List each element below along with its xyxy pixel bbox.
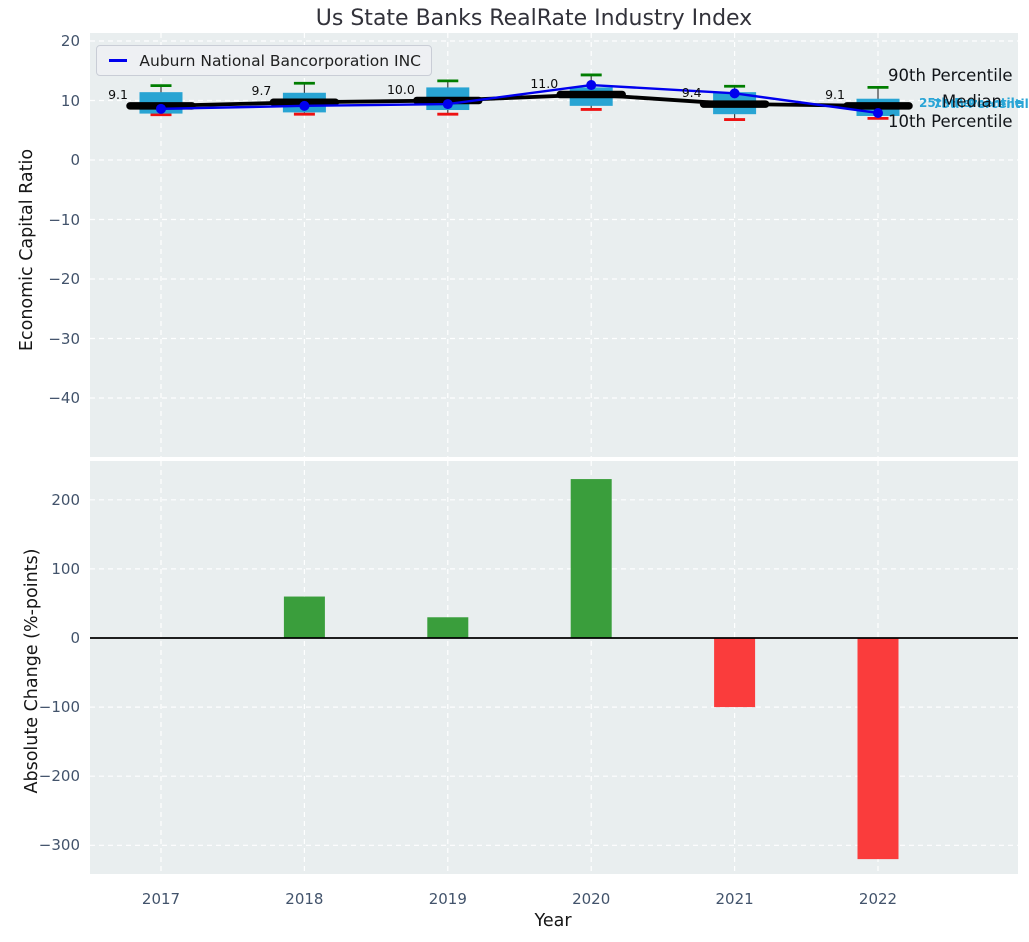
company-point: [156, 104, 166, 114]
top-y-tick-label: −10: [0, 211, 80, 229]
top-y-axis-label: Economic Capital Ratio: [17, 149, 37, 351]
figure: Us State Banks RealRate Industry Index E…: [0, 0, 1029, 942]
top-y-tick-label: 0: [0, 151, 80, 169]
top-y-tick-label: 10: [0, 92, 80, 110]
legend-label: Auburn National Bancorporation INC: [139, 52, 421, 70]
x-axis-label: Year: [534, 911, 571, 931]
bottom-y-tick-label: 0: [0, 629, 80, 647]
positive-bar: [284, 597, 325, 638]
negative-bar: [858, 638, 899, 859]
bottom-y-axis-label: Absolute Change (%-points): [22, 549, 42, 794]
top-y-tick-label: −20: [0, 270, 80, 288]
x-tick-label: 2017: [126, 890, 196, 908]
side-label-90th-percentile: 90th Percentile: [888, 66, 1013, 85]
company-point: [443, 99, 453, 109]
median-annotation: 9.7: [211, 83, 271, 98]
median-annotation: 10.0: [355, 82, 415, 97]
x-tick-label: 2022: [843, 890, 913, 908]
negative-bar: [714, 638, 755, 707]
x-tick-label: 2021: [700, 890, 770, 908]
company-point: [873, 108, 883, 118]
bottom-y-tick-label: 100: [0, 560, 80, 578]
company-point: [586, 80, 596, 90]
median-annotation: 11.0: [498, 76, 558, 91]
side-label-10th-percentile: 10th Percentile: [888, 112, 1013, 131]
bottom-y-tick-label: −300: [0, 836, 80, 854]
positive-bar: [427, 617, 468, 638]
company-point: [299, 101, 309, 111]
x-tick-label: 2020: [556, 890, 626, 908]
bottom-y-tick-label: 200: [0, 491, 80, 509]
legend: Auburn National Bancorporation INC: [96, 45, 432, 76]
top-y-tick-label: −30: [0, 330, 80, 348]
chart-title: Us State Banks RealRate Industry Index: [316, 6, 752, 31]
positive-bar: [571, 479, 612, 638]
legend-line-swatch: [109, 59, 127, 62]
side-label-median: Median: [942, 92, 1002, 111]
bottom-y-tick-label: −200: [0, 767, 80, 785]
top-y-tick-label: 20: [0, 32, 80, 50]
bottom-y-tick-label: −100: [0, 698, 80, 716]
chart-canvas: [0, 0, 1029, 942]
median-annotation: 9.4: [642, 85, 702, 100]
company-point: [730, 88, 740, 98]
top-y-tick-label: −40: [0, 389, 80, 407]
median-annotation: 9.1: [785, 87, 845, 102]
x-tick-label: 2018: [269, 890, 339, 908]
x-tick-label: 2019: [413, 890, 483, 908]
